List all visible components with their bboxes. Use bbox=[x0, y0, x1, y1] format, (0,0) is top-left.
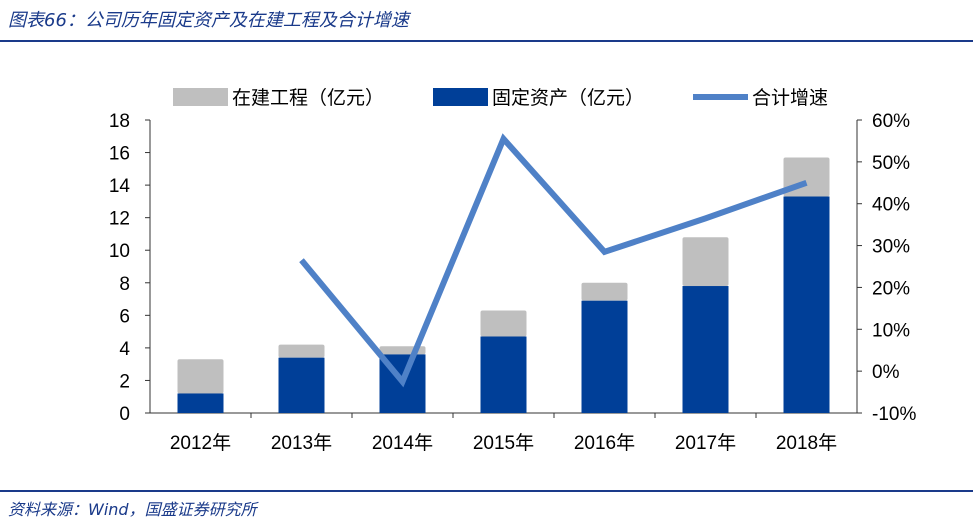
right-tick-label: 30% bbox=[872, 237, 910, 258]
right-tick-label: 40% bbox=[872, 195, 910, 216]
bar-construction bbox=[480, 310, 527, 337]
x-tick-label: 2014年 bbox=[372, 432, 433, 454]
bar-fixed-assets bbox=[783, 196, 830, 413]
left-tick-label: 18 bbox=[109, 111, 130, 132]
left-tick-label: 8 bbox=[119, 274, 130, 295]
bottom-divider bbox=[0, 490, 973, 492]
bar-fixed-assets bbox=[177, 393, 224, 413]
bar-construction bbox=[581, 282, 628, 301]
right-tick-label: 0% bbox=[872, 362, 900, 383]
bar-fixed-assets bbox=[682, 286, 729, 413]
x-tick-label: 2013年 bbox=[271, 432, 332, 454]
bar-construction bbox=[177, 359, 224, 394]
bar-fixed-assets bbox=[480, 336, 527, 413]
left-tick-label: 6 bbox=[119, 306, 130, 327]
source-note: 资料来源：Wind，国盛证券研究所 bbox=[8, 500, 257, 519]
left-tick-label: 0 bbox=[119, 404, 130, 425]
figure-title: 图表66：公司历年固定资产及在建工程及合计增速 bbox=[8, 10, 409, 31]
x-tick-label: 2012年 bbox=[170, 432, 231, 454]
bar-construction bbox=[682, 237, 729, 287]
right-tick-label: 20% bbox=[872, 278, 910, 299]
right-tick-label: 60% bbox=[872, 111, 910, 132]
right-tick-label: 10% bbox=[872, 320, 910, 341]
left-tick-label: 2 bbox=[119, 371, 130, 392]
top-divider bbox=[0, 40, 973, 42]
legend-label-construction: 在建工程（亿元） bbox=[232, 87, 384, 109]
right-tick-label: 50% bbox=[872, 153, 910, 174]
legend-swatch-fixed-assets bbox=[433, 88, 488, 106]
growth-line bbox=[299, 133, 808, 388]
right-tick-label: -10% bbox=[872, 404, 916, 425]
legend-label-fixed-assets: 固定资产（亿元） bbox=[492, 87, 644, 109]
left-tick-label: 12 bbox=[109, 209, 130, 230]
x-tick-label: 2015年 bbox=[473, 432, 534, 454]
left-tick-label: 14 bbox=[109, 176, 131, 197]
left-tick-label: 4 bbox=[119, 339, 130, 360]
x-tick-label: 2017年 bbox=[675, 432, 736, 454]
left-tick-label: 10 bbox=[109, 241, 130, 262]
legend-swatch-construction bbox=[173, 88, 228, 106]
left-tick-label: 16 bbox=[109, 144, 130, 165]
bar-construction bbox=[278, 344, 325, 358]
x-tick-label: 2016年 bbox=[574, 432, 635, 454]
bar-fixed-assets bbox=[581, 300, 628, 413]
legend-label-growth: 合计增速 bbox=[752, 87, 828, 109]
x-tick-label: 2018年 bbox=[776, 432, 837, 454]
bar-fixed-assets bbox=[278, 357, 325, 413]
